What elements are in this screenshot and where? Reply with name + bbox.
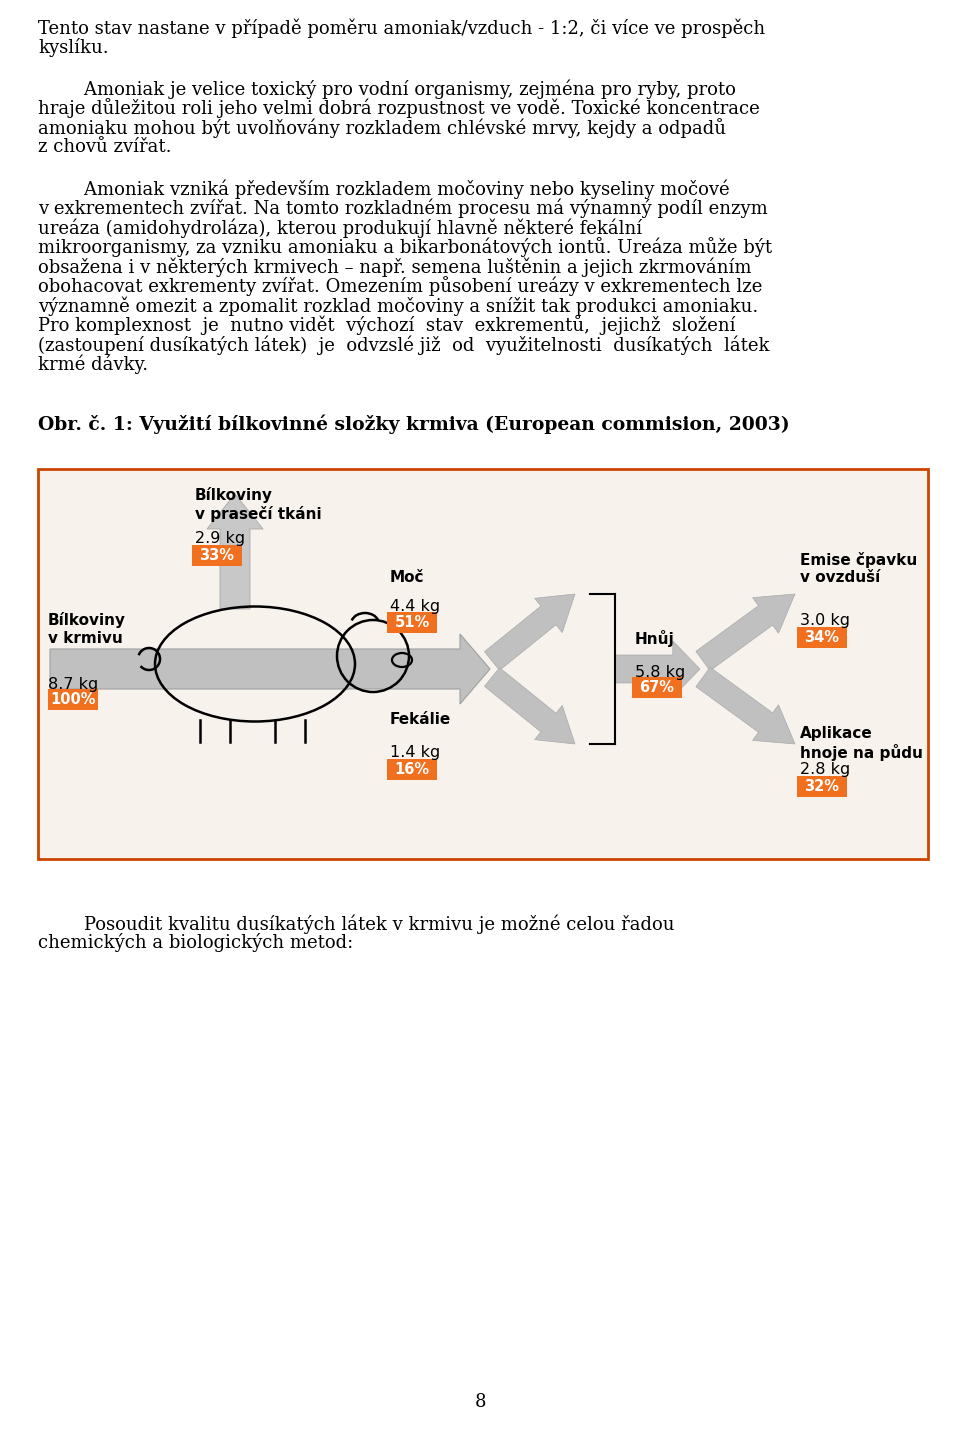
Polygon shape xyxy=(50,633,490,704)
Text: chemických a biologických metod:: chemických a biologických metod: xyxy=(38,933,353,953)
Text: hraje důležitou roli jeho velmi dobrá rozpustnost ve vodě. Toxické koncentrace: hraje důležitou roli jeho velmi dobrá ro… xyxy=(38,99,759,119)
FancyBboxPatch shape xyxy=(192,545,242,566)
Text: Obr. č. 1: Využití bílkovinné složky krmiva (European commision, 2003): Obr. č. 1: Využití bílkovinné složky krm… xyxy=(38,414,790,434)
Text: Pro komplexnost  je  nutno vidět  výchozí  stav  exkrementů,  jejichž  složení: Pro komplexnost je nutno vidět výchozí s… xyxy=(38,315,735,335)
FancyBboxPatch shape xyxy=(797,626,847,648)
FancyBboxPatch shape xyxy=(632,676,682,698)
Text: 16%: 16% xyxy=(395,761,429,777)
Text: 1.4 kg: 1.4 kg xyxy=(390,745,441,759)
Text: 51%: 51% xyxy=(395,615,430,629)
Text: 33%: 33% xyxy=(200,547,234,563)
Text: Bílkoviny
v krmivu: Bílkoviny v krmivu xyxy=(48,612,126,646)
Polygon shape xyxy=(207,494,263,609)
FancyBboxPatch shape xyxy=(38,469,928,858)
Text: Amoniak vzniká především rozkladem močoviny nebo kyseliny močové: Amoniak vzniká především rozkladem močov… xyxy=(38,179,730,199)
Text: Posoudit kvalitu dusíkatých látek v krmivu je možné celou řadou: Posoudit kvalitu dusíkatých látek v krmi… xyxy=(38,914,675,933)
Text: amoniaku mohou být uvolňovány rozkladem chlévské mrvy, kejdy a odpadů: amoniaku mohou být uvolňovány rozkladem … xyxy=(38,118,726,138)
Text: Moč: Moč xyxy=(390,570,424,585)
Text: kyslíku.: kyslíku. xyxy=(38,37,108,56)
Text: 34%: 34% xyxy=(804,629,839,645)
Polygon shape xyxy=(615,641,700,696)
Polygon shape xyxy=(696,595,795,671)
Text: významně omezit a zpomalit rozklad močoviny a snížit tak produkci amoniaku.: významně omezit a zpomalit rozklad močov… xyxy=(38,297,758,315)
Text: v exkrementech zvířat. Na tomto rozkladném procesu má výnamný podíl enzym: v exkrementech zvířat. Na tomto rozkladn… xyxy=(38,199,768,218)
Text: obohacovat exkrementy zvířat. Omezením působení ureázy v exkrementech lze: obohacovat exkrementy zvířat. Omezením p… xyxy=(38,277,762,297)
Text: 8.7 kg: 8.7 kg xyxy=(48,676,98,692)
Text: Bílkoviny
v prasečí tkáni: Bílkoviny v prasečí tkáni xyxy=(195,487,322,522)
Text: mikroorganismy, za vzniku amoniaku a bikarbonátových iontů. Ureáza může být: mikroorganismy, za vzniku amoniaku a bik… xyxy=(38,238,772,258)
Text: 2.9 kg: 2.9 kg xyxy=(195,532,245,546)
Text: 5.8 kg: 5.8 kg xyxy=(635,665,685,681)
Text: Tento stav nastane v případě poměru amoniak/vzduch - 1:2, či více ve prospěch: Tento stav nastane v případě poměru amon… xyxy=(38,19,765,37)
Text: 32%: 32% xyxy=(804,778,839,794)
Text: krmé dávky.: krmé dávky. xyxy=(38,354,148,374)
Polygon shape xyxy=(485,595,575,671)
Text: Emise čpavku
v ovzduší: Emise čpavku v ovzduší xyxy=(800,552,917,585)
FancyBboxPatch shape xyxy=(48,688,98,709)
Polygon shape xyxy=(696,668,795,744)
Text: (zastoupení dusíkatých látek)  je  odvzslé již  od  využitelnosti  dusíkatých  l: (zastoupení dusíkatých látek) je odvzslé… xyxy=(38,335,770,354)
Text: 67%: 67% xyxy=(639,679,675,695)
Text: 100%: 100% xyxy=(50,692,96,706)
Text: 8: 8 xyxy=(474,1393,486,1412)
Text: Aplikace
hnoje na půdu: Aplikace hnoje na půdu xyxy=(800,727,923,761)
Text: Amoniak je velice toxický pro vodní organismy, zejména pro ryby, proto: Amoniak je velice toxický pro vodní orga… xyxy=(38,79,736,99)
Text: Hnůj: Hnůj xyxy=(635,631,675,648)
Polygon shape xyxy=(485,668,575,744)
FancyBboxPatch shape xyxy=(797,775,847,797)
Text: Fekálie: Fekálie xyxy=(390,712,451,727)
Text: obsažena i v některých krmivech – např. semena luštěnin a jejich zkrmováním: obsažena i v některých krmivech – např. … xyxy=(38,257,752,277)
Text: 4.4 kg: 4.4 kg xyxy=(390,599,440,613)
FancyBboxPatch shape xyxy=(387,612,437,632)
Text: 3.0 kg: 3.0 kg xyxy=(800,613,850,628)
Text: z chovů zvířat.: z chovů zvířat. xyxy=(38,138,172,156)
FancyBboxPatch shape xyxy=(387,758,437,780)
Text: 2.8 kg: 2.8 kg xyxy=(800,762,851,777)
Text: ureáza (amidohydroláza), kterou produkují hlavně některé fekální: ureáza (amidohydroláza), kterou produkuj… xyxy=(38,218,642,238)
